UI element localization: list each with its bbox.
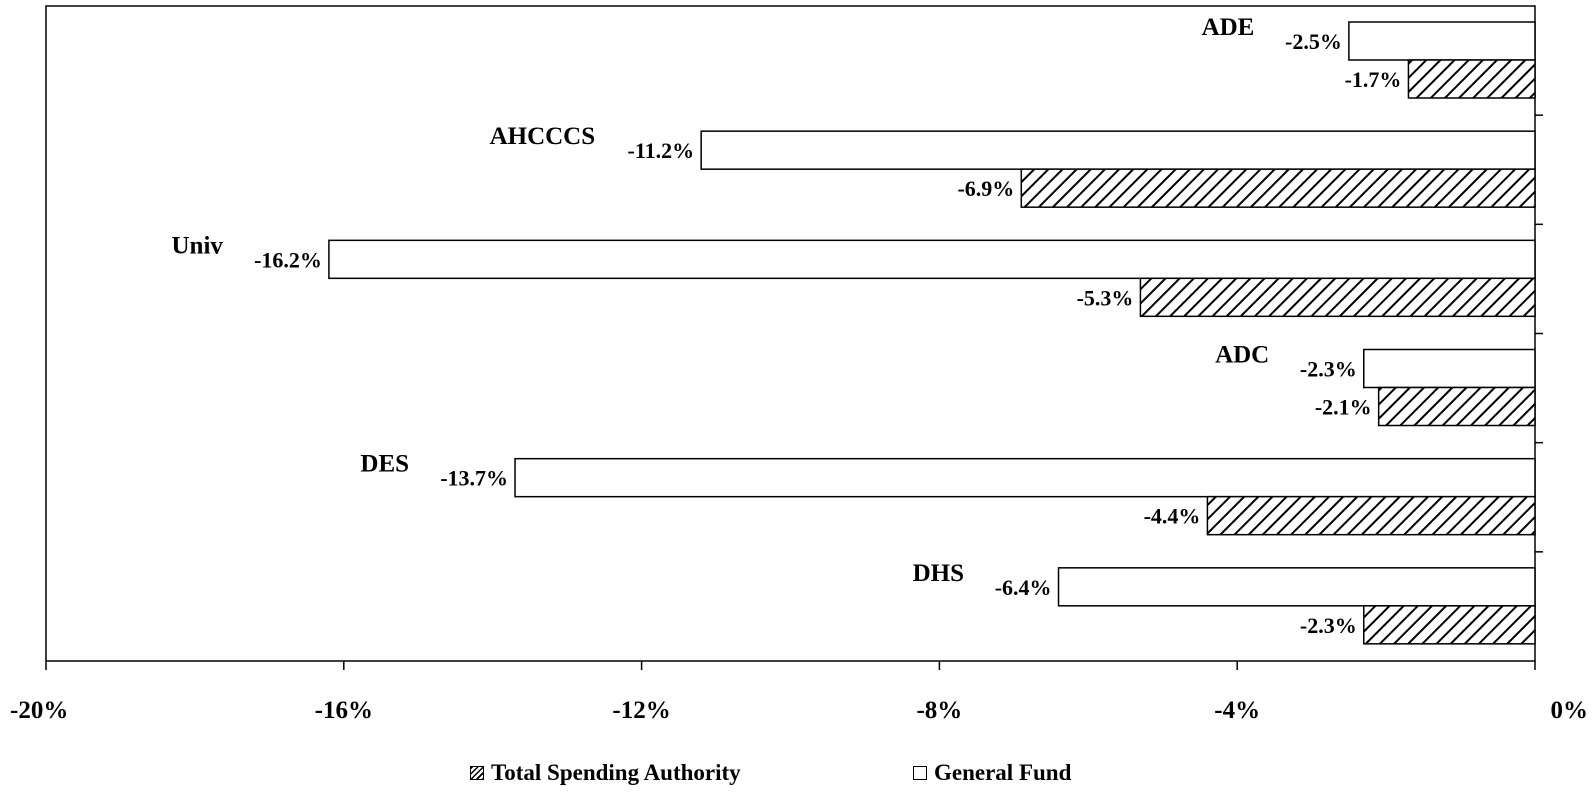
x-tick-label: -20% <box>10 697 68 724</box>
category-label-ahcccs: AHCCCS <box>490 123 596 150</box>
bar-general-fund-ahcccs <box>700 130 1536 170</box>
data-label-total-spending-authority-dhs: -2.3% <box>1300 613 1357 638</box>
bar-total-spending-authority-dhs <box>1363 605 1536 645</box>
data-label-total-spending-authority-univ: -5.3% <box>1077 285 1134 310</box>
category-label-ade: ADE <box>1202 14 1255 41</box>
data-label-general-fund-univ: -16.2% <box>254 247 322 272</box>
data-label-total-spending-authority-ade: -1.7% <box>1345 67 1402 92</box>
bars-group: -2.5%-1.7% ADE -11.2% -6.9% AHCCCS -16.2% -5.3… <box>172 14 1536 645</box>
bar-general-fund-univ <box>328 239 1536 280</box>
category-label-des: DES <box>360 451 409 478</box>
data-label-total-spending-authority-des: -4.4% <box>1144 504 1201 529</box>
bar-general-fund-dhs <box>1057 567 1536 607</box>
bar-general-fund-ade <box>1348 21 1536 61</box>
bar-total-spending-authority-ade <box>1407 59 1536 99</box>
data-label-general-fund-des: -13.7% <box>440 466 508 491</box>
data-label-total-spending-authority-adc: -2.1% <box>1315 395 1372 420</box>
x-tick-label: -4% <box>1214 697 1260 724</box>
legend-label-total-spending-authority: Total Spending Authority <box>491 760 741 785</box>
plain-swatch-icon <box>913 766 927 780</box>
legend-item-total-spending-authority: Total Spending Authority <box>470 760 741 786</box>
legend-item-general-fund: General Fund <box>913 760 1071 786</box>
plot-area <box>45 5 1536 662</box>
bar-total-spending-authority-des <box>1206 495 1536 536</box>
bar-total-spending-authority-univ <box>1139 277 1536 318</box>
legend-label-general-fund: General Fund <box>934 760 1072 785</box>
category-label-dhs: DHS <box>913 560 964 587</box>
legend: Total Spending Authority General Fund <box>0 760 1593 792</box>
data-label-general-fund-adc: -2.3% <box>1300 357 1357 382</box>
bar-total-spending-authority-adc <box>1377 386 1536 427</box>
data-label-general-fund-ahcccs: -11.2% <box>628 138 695 163</box>
category-label-adc: ADC <box>1215 342 1269 369</box>
category-label-univ: Univ <box>172 232 224 259</box>
bar-total-spending-authority-ahcccs <box>1020 168 1536 208</box>
x-tick-label: -16% <box>315 697 373 724</box>
data-label-total-spending-authority-ahcccs: -6.9% <box>957 176 1014 201</box>
axes-group: -20% -16% -12% -8% -4% 0% <box>10 114 1589 724</box>
hatched-swatch-icon <box>470 766 484 780</box>
x-tick-label: 0% <box>1551 697 1589 724</box>
x-tick-label: -8% <box>916 697 962 724</box>
data-label-general-fund-dhs: -6.4% <box>995 575 1052 600</box>
data-label-general-fund-ade: -2.5% <box>1285 29 1342 54</box>
bar-general-fund-adc <box>1363 348 1536 389</box>
x-tick-label: -12% <box>612 697 670 724</box>
bar-general-fund-des <box>514 457 1536 498</box>
